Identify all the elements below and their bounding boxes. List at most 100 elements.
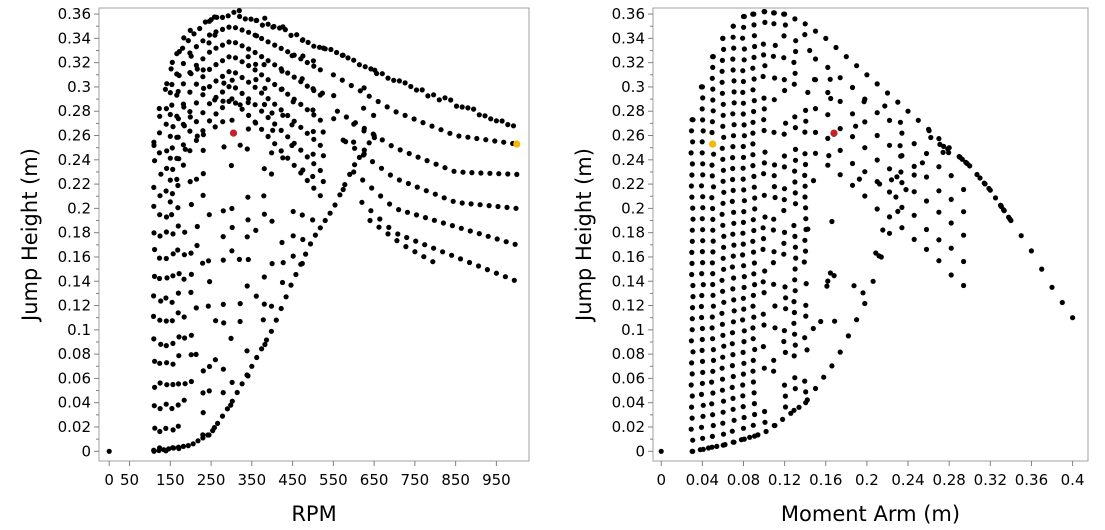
data-point [803,118,809,124]
data-point [429,123,435,129]
data-point [449,223,455,229]
data-point [710,281,716,288]
data-point [688,183,694,189]
data-point [239,59,245,65]
data-point [782,11,788,17]
data-point [252,84,258,90]
data-point [298,261,304,267]
data-point [719,68,725,74]
data-point [200,192,206,198]
data-point [376,224,382,230]
data-point [961,258,967,265]
data-point [430,259,436,265]
x-tick-label: 0.24 [891,471,924,489]
data-point [1018,233,1024,239]
data-point [361,85,367,91]
data-point [741,198,747,204]
y-tick-label: 0 [635,442,645,460]
data-point [499,118,505,124]
data-point [862,119,868,125]
y-tick-label: 0.12 [58,297,91,315]
data-point [825,135,831,141]
data-point [845,333,851,339]
data-point [802,248,809,254]
data-point [395,231,401,237]
data-point [825,162,831,168]
data-point [253,77,259,83]
data-point [689,271,695,278]
data-point [903,187,909,193]
data-point [792,266,798,272]
data-point [792,375,798,381]
data-point [762,63,768,69]
data-point [750,368,756,374]
data-point [334,49,340,56]
data-point [219,89,226,95]
data-point [750,249,757,255]
data-point [225,13,231,19]
data-point [792,386,798,392]
data-point [156,447,162,454]
data-point [781,186,788,192]
data-point [802,237,808,243]
data-point [719,277,725,283]
data-point [249,363,255,369]
data-point [440,220,446,226]
data-point [730,231,736,237]
data-point [361,125,367,131]
data-point [207,279,213,285]
data-point [700,194,706,200]
data-point [961,282,967,289]
data-point [750,141,756,147]
y-tick-label: 0.24 [612,151,645,169]
data-point [180,60,186,67]
data-point [369,159,376,165]
data-point [291,162,297,168]
data-point [152,384,158,390]
data-point [245,217,251,223]
data-point [163,295,169,301]
data-point [833,44,839,51]
data-point [385,231,391,237]
data-point [750,292,756,298]
data-point [273,317,279,323]
data-point [771,97,777,103]
data-point [741,414,747,421]
data-point [187,179,193,185]
data-point [259,346,265,352]
data-point [151,230,157,236]
data-point [182,146,188,152]
data-point [151,448,157,454]
data-point [711,151,717,157]
data-point [750,238,756,244]
data-point [911,212,917,218]
data-point [200,132,206,138]
data-point [689,360,695,366]
data-point [425,93,431,99]
data-point [221,320,227,326]
data-point [187,148,193,154]
data-point [239,90,245,96]
data-point [163,188,169,194]
data-point [699,139,705,145]
data-point [229,224,235,231]
data-point [688,426,694,432]
data-point [747,434,753,440]
data-point [936,188,942,194]
data-point [700,172,706,178]
data-point [801,259,807,265]
data-point [740,165,746,171]
data-point [710,86,716,92]
data-point [180,443,186,449]
data-point [761,117,767,123]
data-point [245,54,251,60]
data-point [791,81,797,87]
data-point [188,378,194,385]
data-point [752,206,758,212]
data-point [721,244,727,250]
data-point [402,80,408,86]
data-point [720,112,726,118]
data-point [791,320,797,326]
data-point [236,256,242,262]
data-point [197,25,203,32]
